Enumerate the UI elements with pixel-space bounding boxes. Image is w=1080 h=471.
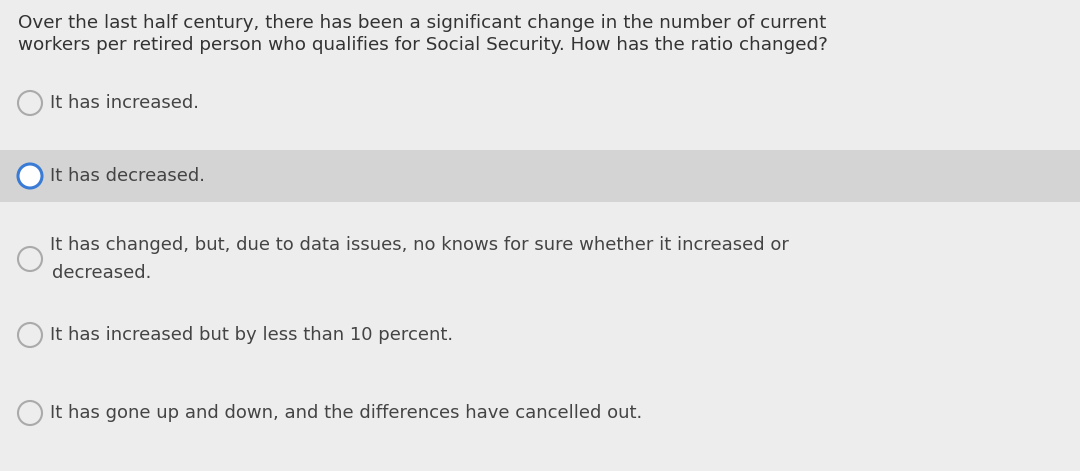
Circle shape [18,401,42,425]
Circle shape [18,164,42,188]
Text: It has increased.: It has increased. [50,94,199,112]
Text: It has decreased.: It has decreased. [50,167,205,185]
Circle shape [18,91,42,115]
Text: It has gone up and down, and the differences have cancelled out.: It has gone up and down, and the differe… [50,404,643,422]
Circle shape [18,323,42,347]
Text: It has changed, but, due to data issues, no knows for sure whether it increased : It has changed, but, due to data issues,… [50,236,788,254]
Text: It has increased but by less than 10 percent.: It has increased but by less than 10 per… [50,326,454,344]
FancyBboxPatch shape [0,150,1080,202]
Text: decreased.: decreased. [52,264,151,282]
Text: workers per retired person who qualifies for Social Security. How has the ratio : workers per retired person who qualifies… [18,36,828,54]
Text: Over the last half century, there has been a significant change in the number of: Over the last half century, there has be… [18,14,826,32]
Circle shape [18,247,42,271]
